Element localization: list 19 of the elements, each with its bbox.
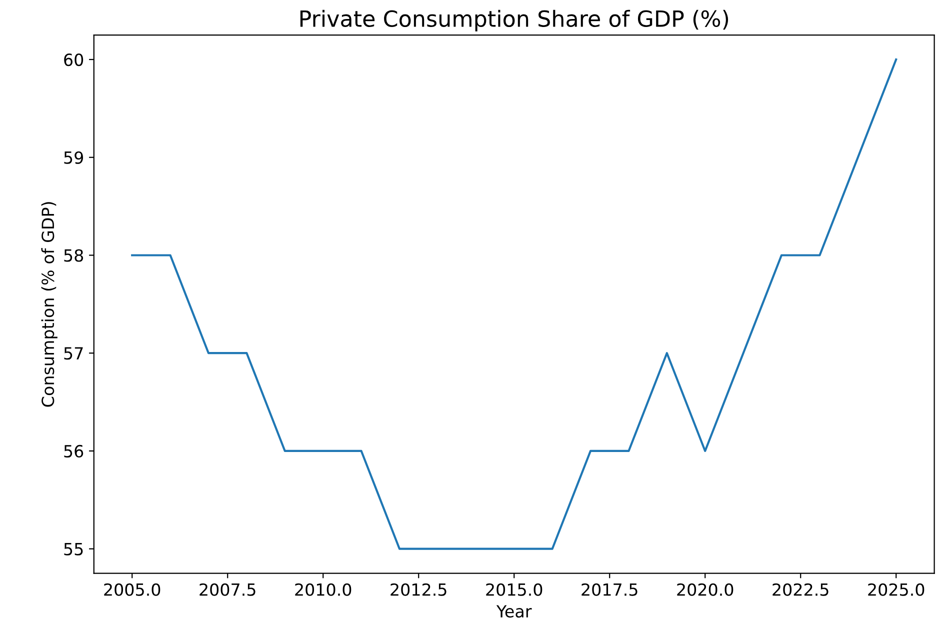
y-tick-label: 59 [64,151,84,164]
y-tick-label: 57 [64,347,83,360]
x-tick-label: 2010.0 [295,583,352,596]
x-axis-title: Year [496,605,532,618]
line-series [131,58,898,550]
y-tick-label: 60 [64,53,84,66]
y-tick-label: 55 [64,543,83,556]
x-tick-label: 2020.0 [677,583,734,596]
x-tick-label: 2015.0 [486,583,542,596]
x-tick-label: 2022.5 [772,583,828,596]
x-tick-label: 2017.5 [582,583,638,596]
x-tick-label: 2025.0 [868,583,924,596]
chart-title: Private Consumption Share of GDP (%) [300,10,728,32]
y-axis-title: Consumption (% of GDP) [41,202,58,407]
x-tick-label: 2005.0 [104,583,160,596]
x-tick-label: 2012.5 [390,583,446,596]
x-tick-label: 2007.5 [200,583,256,596]
y-tick-label: 56 [64,444,84,458]
y-tick-label: 58 [64,249,84,262]
